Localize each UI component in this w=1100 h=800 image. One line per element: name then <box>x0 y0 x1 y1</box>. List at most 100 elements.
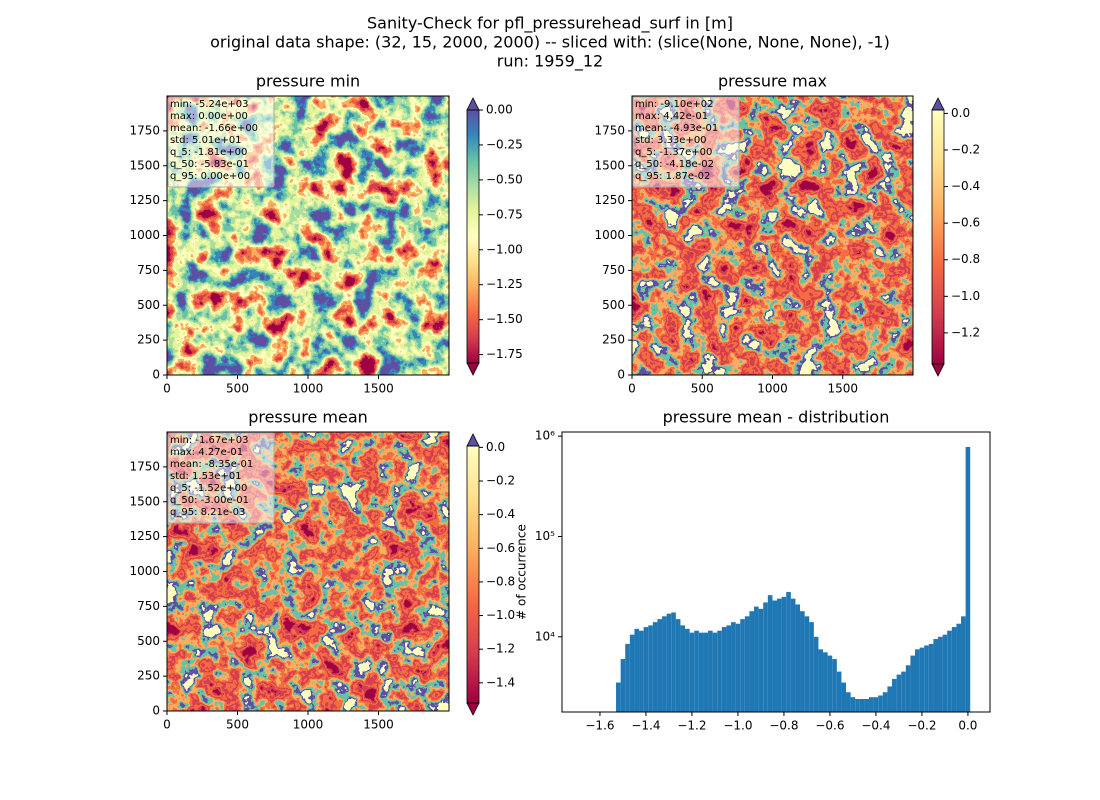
bar <box>781 596 787 712</box>
colorbar-tick-label: 0.0 <box>951 106 970 120</box>
bar <box>809 622 814 712</box>
y-tick-label: 1750 <box>129 123 160 137</box>
colorbar-tick-label: −0.6 <box>486 541 515 555</box>
stats-line: std: 1.53e+01 <box>170 471 242 482</box>
bar <box>790 598 796 712</box>
stats-line: min: -5.24e+03 <box>170 99 249 110</box>
bar <box>813 636 819 712</box>
colorbar-extend-under <box>931 363 945 377</box>
bar <box>616 682 621 712</box>
bar <box>841 682 847 712</box>
y-axis-label: # of occurrence <box>515 524 529 620</box>
axes-title: pressure mean <box>248 408 368 427</box>
figure-title: run: 1959_12 <box>497 52 603 72</box>
colorbar-frame <box>466 109 480 364</box>
colorbar-tick-label: −1.75 <box>486 347 523 361</box>
x-tick-label: 1500 <box>827 382 858 396</box>
y-tick-label: 0 <box>152 368 160 382</box>
colorbar-tick-label: −0.50 <box>486 172 523 186</box>
bar <box>800 611 805 712</box>
x-tick-label: −0.6 <box>815 719 844 733</box>
bar <box>685 628 690 712</box>
x-tick-label: 0 <box>163 382 171 396</box>
bar <box>740 619 745 712</box>
colorbar-tick-label: −1.0 <box>951 289 980 303</box>
bar <box>956 623 962 712</box>
bar <box>836 671 842 712</box>
bar <box>896 674 902 712</box>
y-tick-label: 500 <box>137 298 160 312</box>
bar <box>639 630 644 712</box>
y-tick-label: 1000 <box>594 228 625 242</box>
x-tick-label: −1.6 <box>585 719 614 733</box>
y-tick-label: 1500 <box>594 158 625 172</box>
bar <box>643 627 649 712</box>
colorbar-tick-label: −0.6 <box>951 216 980 230</box>
colorbar-tick-label: −1.0 <box>486 608 515 622</box>
colorbar-tick-label: −1.25 <box>486 277 523 291</box>
bar <box>827 655 833 712</box>
bar <box>901 671 906 712</box>
y-tick-label: 10⁵ <box>535 529 555 543</box>
bar <box>928 643 934 712</box>
bar <box>919 647 925 712</box>
figure-title: original data shape: (32, 15, 2000, 2000… <box>210 33 890 52</box>
x-tick-label: 1000 <box>293 382 324 396</box>
bar <box>915 649 920 712</box>
bar <box>758 608 764 712</box>
bar <box>666 613 672 712</box>
colorbar-extend-over <box>466 97 480 111</box>
x-tick-label: 500 <box>691 382 714 396</box>
colorbar <box>467 446 479 703</box>
bar <box>717 630 722 712</box>
bar <box>767 595 773 712</box>
colorbar-tick-label: −0.8 <box>486 574 515 588</box>
colorbar-tick-label: −1.50 <box>486 312 523 326</box>
bar <box>703 632 709 712</box>
stats-line: q_95: 1.87e-02 <box>635 171 710 182</box>
stats-line: std: 5.01e+01 <box>170 135 242 146</box>
bar <box>731 622 736 712</box>
bar <box>744 616 750 712</box>
bar <box>965 446 971 712</box>
stats-line: mean: -8.35e-01 <box>170 459 253 470</box>
colorbar-tick-label: −0.4 <box>486 507 515 521</box>
stats-box <box>167 96 275 188</box>
colorbar-tick-label: −0.8 <box>951 252 980 266</box>
bar <box>804 616 810 712</box>
bar <box>864 698 870 712</box>
bar <box>878 695 883 712</box>
bar <box>892 678 897 712</box>
stats-line: q_95: 8.21e-03 <box>170 507 245 518</box>
stats-line: q_5: -1.52e+00 <box>170 483 247 494</box>
bar <box>924 645 929 712</box>
bar <box>675 619 681 712</box>
x-tick-label: 0 <box>163 718 171 732</box>
bar <box>620 659 626 712</box>
colorbar-tick-label: −1.2 <box>486 642 515 656</box>
colorbar-tick-label: −1.00 <box>486 242 523 256</box>
x-tick-label: 1500 <box>363 718 394 732</box>
bar <box>712 632 718 712</box>
y-tick-label: 1250 <box>129 193 160 207</box>
bar <box>850 697 856 712</box>
stats-line: q_50: -4.18e-02 <box>635 159 714 170</box>
bar <box>763 602 768 712</box>
bar <box>726 625 732 712</box>
bar <box>832 659 837 712</box>
colorbar-tick-label: −0.25 <box>486 137 523 151</box>
colorbar-tick-label: −1.2 <box>951 325 980 339</box>
stats-line: q_95: 0.00e+00 <box>170 171 250 182</box>
bar <box>846 692 851 712</box>
y-tick-label: 1000 <box>129 228 160 242</box>
bar <box>887 686 893 712</box>
colorbar-extend-over <box>931 97 945 111</box>
x-tick-label: 500 <box>226 382 249 396</box>
bar <box>680 625 686 712</box>
bar <box>818 649 824 712</box>
x-tick-label: −1.0 <box>723 719 752 733</box>
x-tick-label: 1000 <box>293 718 324 732</box>
y-tick-label: 750 <box>137 599 160 613</box>
colorbar <box>932 110 944 364</box>
